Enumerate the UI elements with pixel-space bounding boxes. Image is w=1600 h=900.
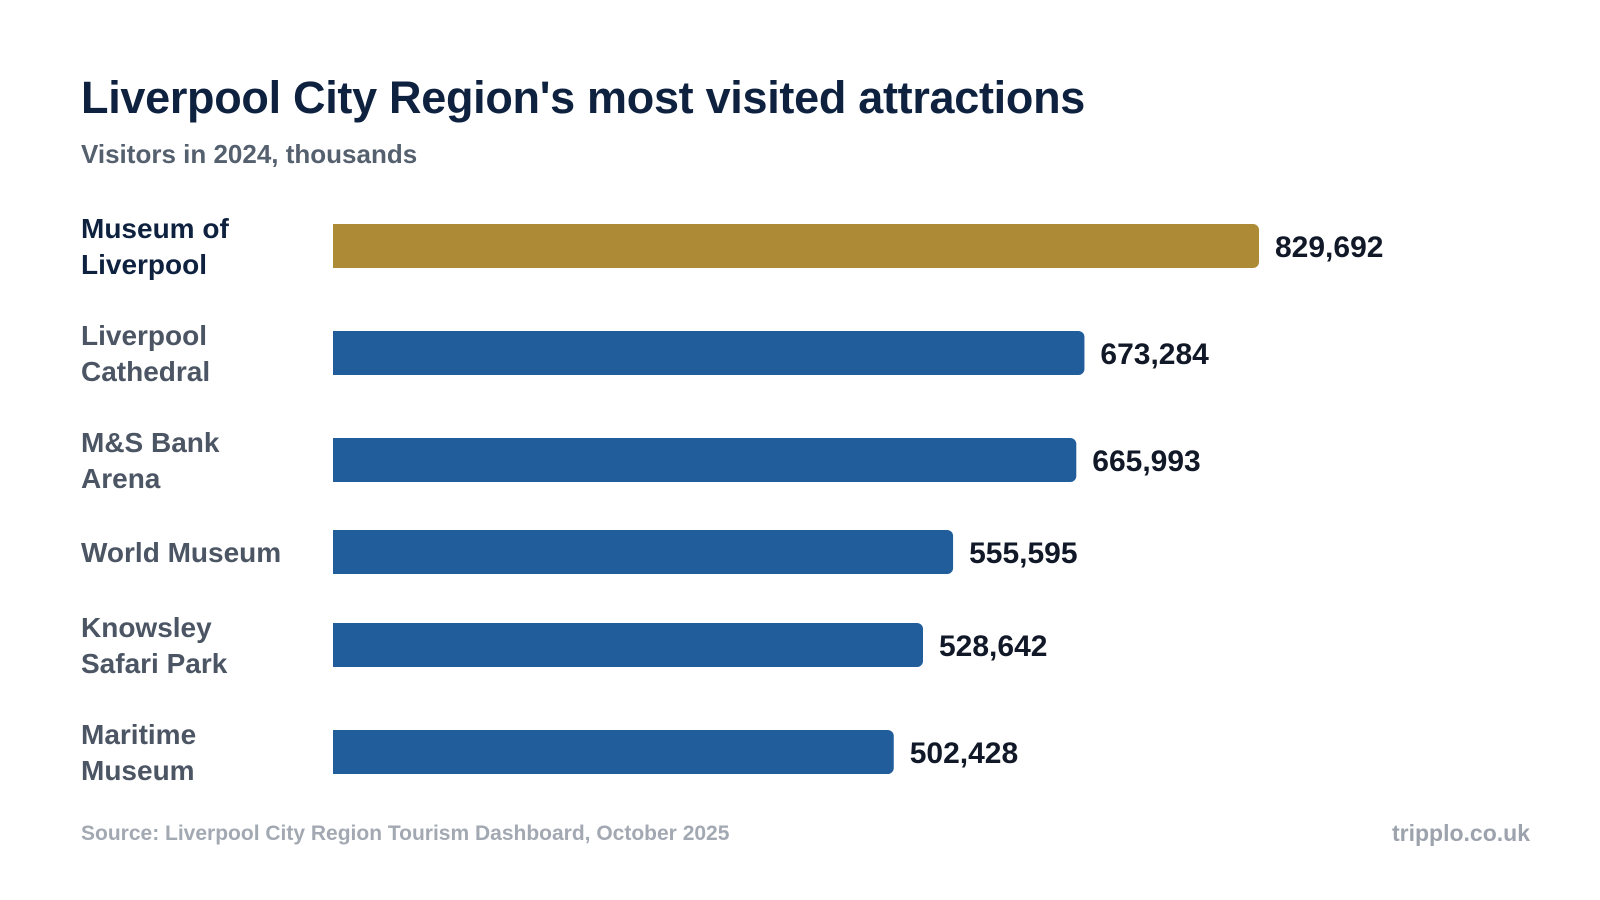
- chart-subtitle: Visitors in 2024, thousands: [81, 139, 418, 169]
- category-label: M&S Bank Arena: [81, 427, 220, 494]
- bar: [333, 438, 1077, 482]
- bar-left-edge: [333, 530, 343, 574]
- bars-layer: Museum of Liverpool 829,692 Liverpool Cathed…: [81, 213, 1383, 786]
- bar-left-edge: [333, 224, 343, 268]
- value-label: 528,642: [939, 630, 1047, 663]
- category-label: Museum of Liverpool: [81, 213, 229, 280]
- category-label: Liverpool Cathedral: [81, 320, 210, 387]
- bar-left-edge: [333, 623, 343, 667]
- value-label: 829,692: [1275, 231, 1383, 264]
- category-label: Knowsley Safari Park: [81, 612, 228, 679]
- bar-highlight: [333, 224, 1259, 268]
- bar-left-edge: [333, 438, 343, 482]
- value-label: 502,428: [910, 737, 1018, 770]
- bar: [333, 530, 954, 574]
- bar: [333, 730, 894, 774]
- value-label: 555,595: [969, 537, 1077, 570]
- value-label: 665,993: [1092, 445, 1200, 478]
- bar-left-edge: [333, 331, 343, 375]
- chart-title: Liverpool City Region's most visited att…: [81, 72, 1085, 123]
- bar-left-edge: [333, 730, 343, 774]
- value-label: 673,284: [1100, 338, 1209, 371]
- category-label: Maritime Museum: [81, 719, 196, 786]
- brand-label: tripplo.co.uk: [1392, 820, 1530, 846]
- bar: [333, 623, 924, 667]
- category-label: World Museum: [81, 537, 281, 568]
- source-note: Source: Liverpool City Region Tourism Da…: [81, 822, 730, 845]
- bar: [333, 331, 1085, 375]
